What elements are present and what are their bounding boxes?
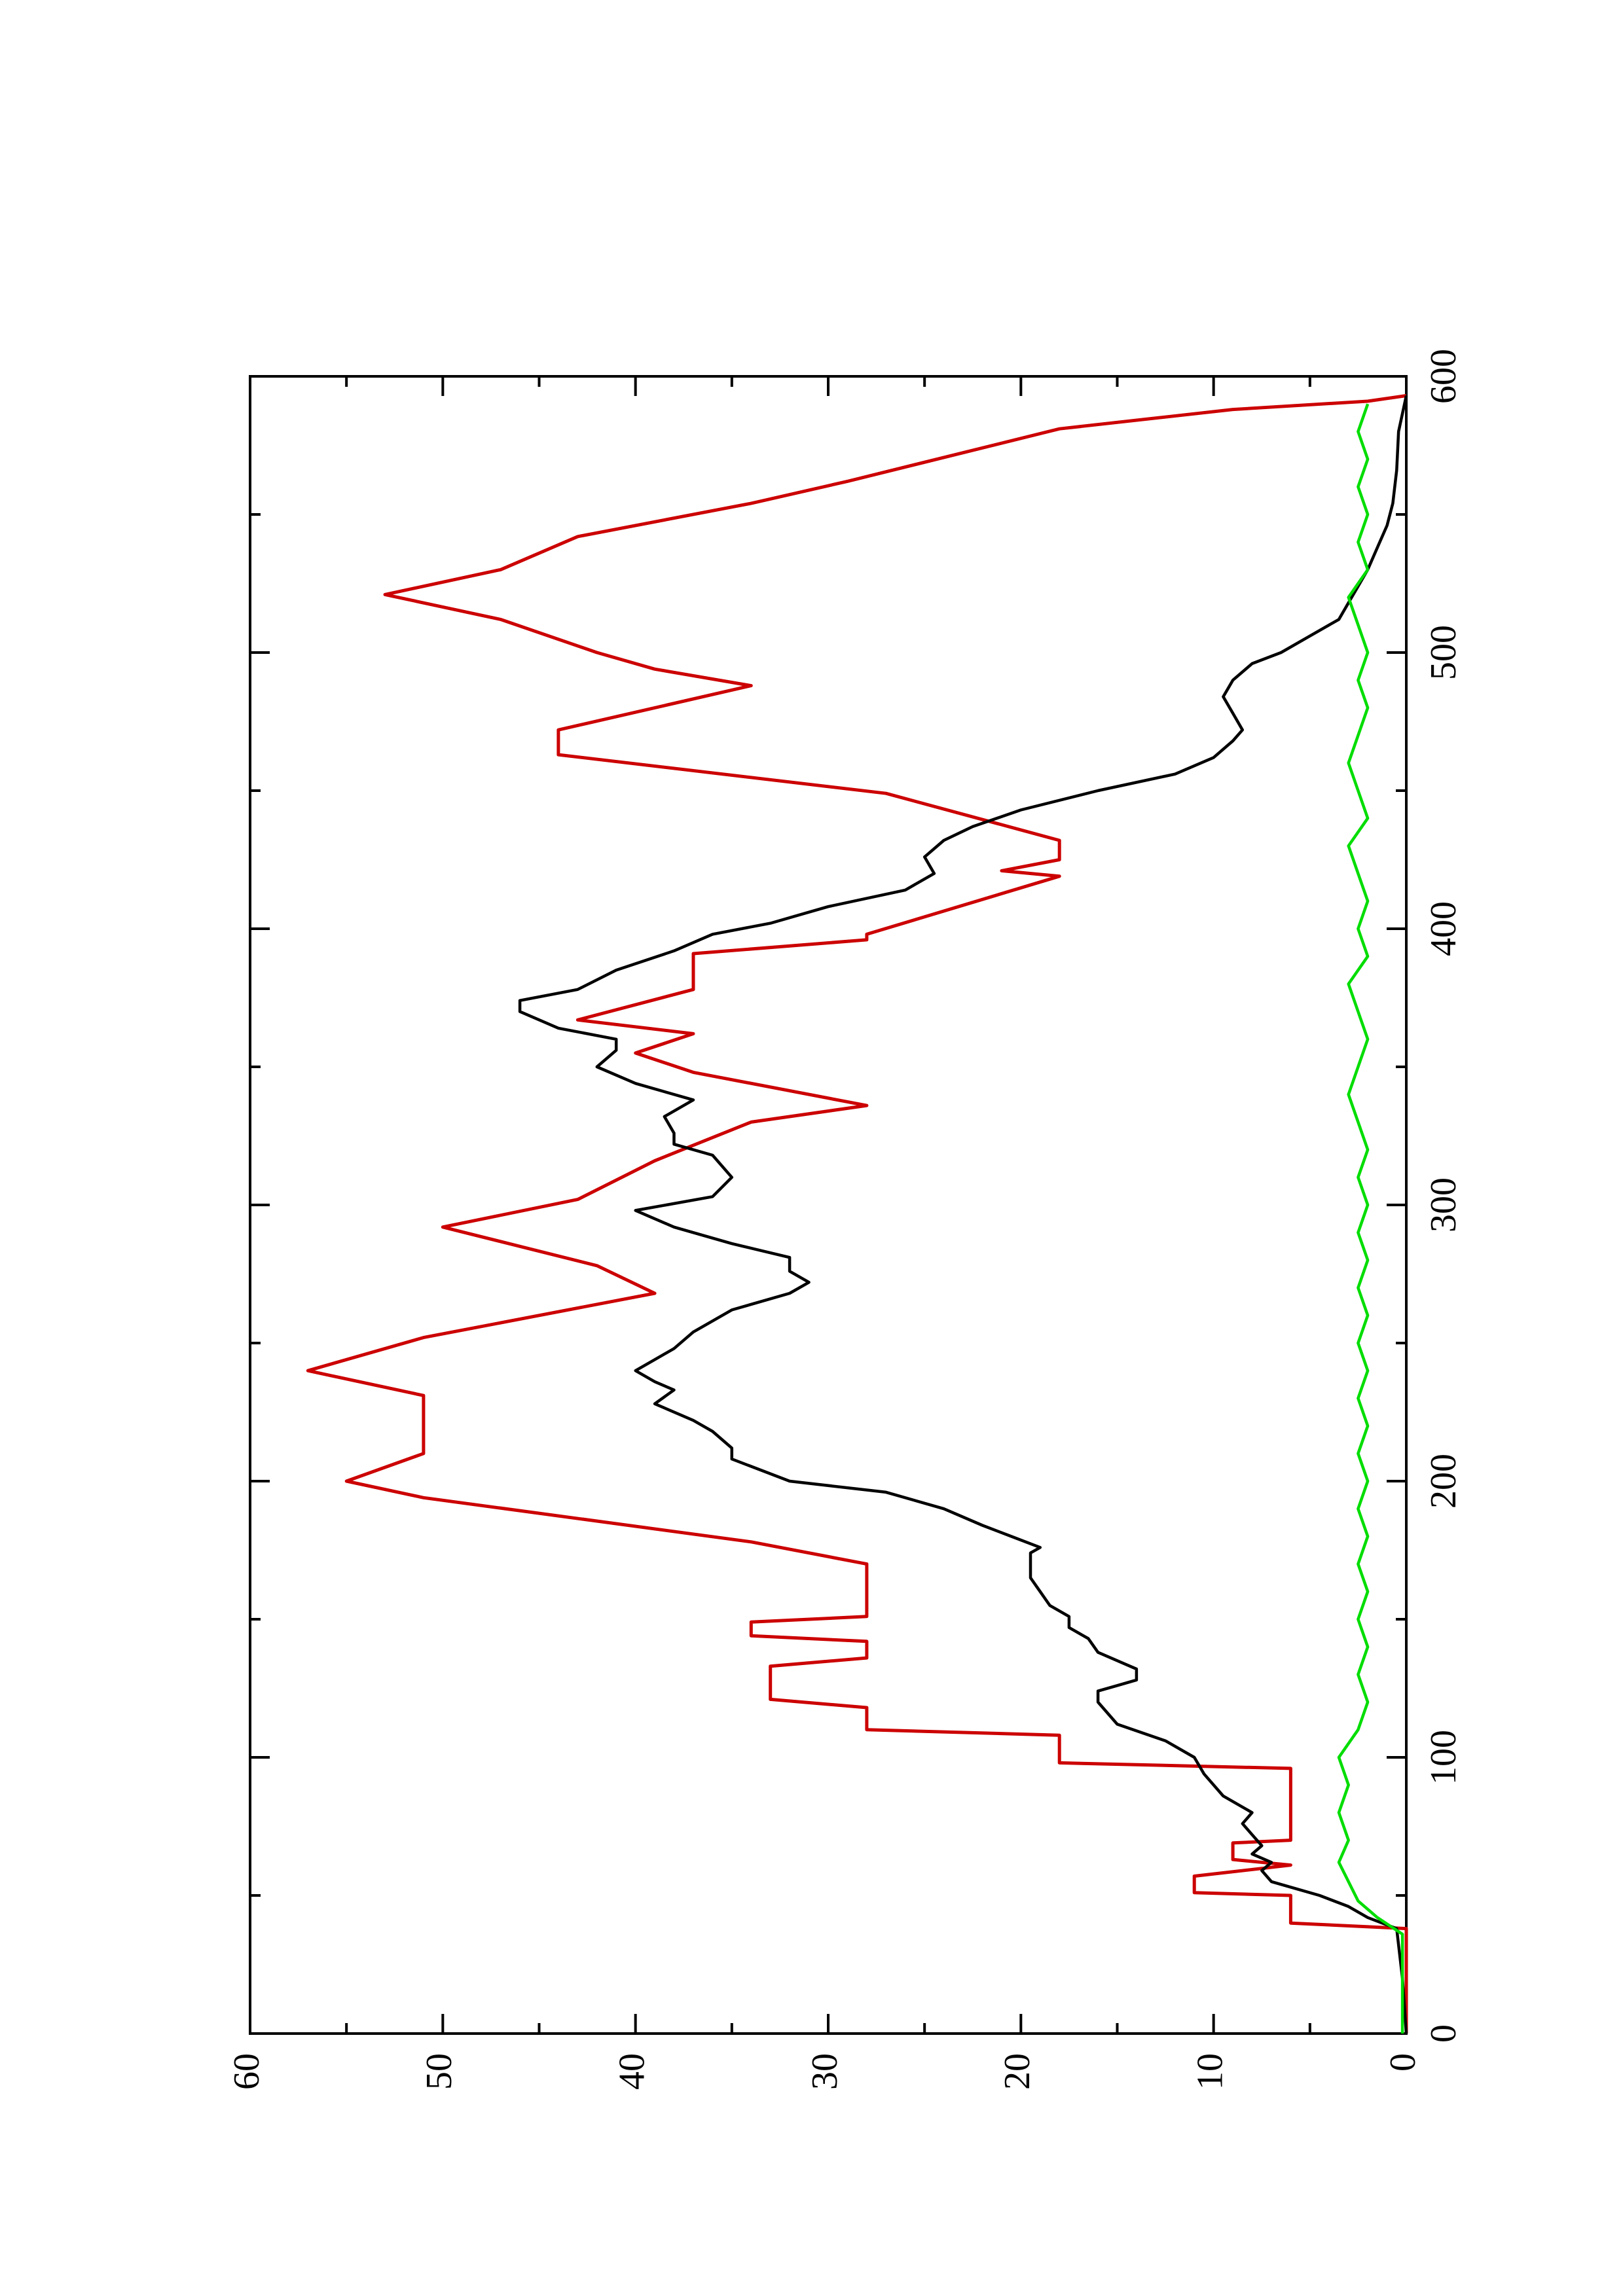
series-red-line	[306, 394, 1408, 2034]
y-tick-label: 20	[997, 2053, 1038, 2090]
x-tick-label: 600	[1423, 349, 1464, 404]
x-tick-label: 100	[1423, 1730, 1464, 1785]
y-tick-label: 0	[1383, 2053, 1423, 2072]
y-tick-label: 40	[612, 2053, 653, 2090]
y-tick-label: 60	[227, 2053, 267, 2090]
plot-frame	[249, 375, 1408, 2035]
series-black-line	[518, 395, 1408, 2034]
x-tick-label: 300	[1423, 1177, 1464, 1232]
y-tick-label: 50	[419, 2053, 460, 2090]
x-tick-label: 200	[1423, 1454, 1464, 1509]
y-tick-label: 30	[805, 2053, 845, 2090]
series-green-line	[1337, 403, 1404, 2034]
x-tick-label: 0	[1423, 2024, 1464, 2043]
tick-labels: 0 100 200 300 400 500 600 0 10 20 30 40 50 60	[227, 349, 1464, 2090]
x-tick-label: 500	[1423, 625, 1464, 680]
axis-ticks	[249, 375, 1408, 2035]
series-group	[306, 394, 1408, 2034]
x-tick-label: 400	[1423, 901, 1464, 956]
y-tick-label: 10	[1190, 2053, 1231, 2090]
